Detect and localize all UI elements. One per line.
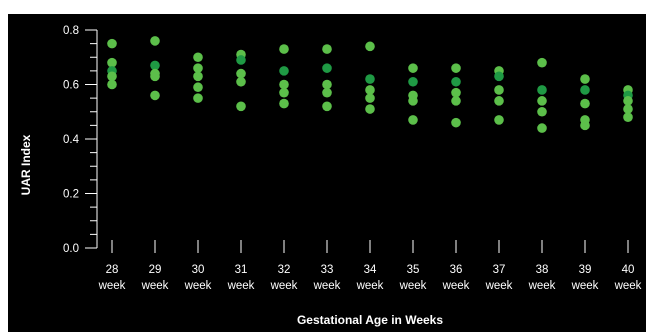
x-axis: 28 week 29 week 30 week 31 week 32 week 33 week 34 we… <box>98 240 642 292</box>
y-tick-label: 0.6 <box>63 80 79 92</box>
y-tick-label: 0.2 <box>63 189 79 201</box>
data-point <box>408 76 418 87</box>
data-point <box>236 68 246 79</box>
x-tick-label-unit: week <box>227 280 255 292</box>
data-point <box>236 76 246 87</box>
data-point <box>279 44 289 54</box>
frame-border-top <box>0 0 646 14</box>
x-tick-label-number: 35 <box>407 264 420 276</box>
data-point <box>107 79 117 90</box>
x-tick-label-number: 37 <box>493 264 506 276</box>
data-point <box>193 82 203 93</box>
data-point <box>279 66 289 76</box>
data-point <box>322 87 332 98</box>
data-point <box>623 96 633 106</box>
data-point <box>279 98 289 109</box>
y-axis-title: UAR Index <box>19 134 33 195</box>
data-point <box>365 41 375 52</box>
data-point <box>537 106 547 117</box>
data-point <box>365 93 375 103</box>
x-tick-label-number: 38 <box>536 264 549 276</box>
data-points <box>107 36 633 133</box>
data-point <box>537 96 547 106</box>
data-point <box>623 104 633 114</box>
data-point <box>322 101 332 112</box>
data-point <box>580 74 590 84</box>
data-point <box>580 120 590 131</box>
data-point <box>537 85 547 95</box>
x-tick-label-unit: week <box>313 280 341 292</box>
data-point <box>494 85 504 95</box>
x-tick-label-unit: week <box>98 280 126 292</box>
x-tick-label-number: 29 <box>149 264 162 276</box>
data-point <box>150 90 160 101</box>
data-point <box>537 57 547 68</box>
x-tick-label-unit: week <box>442 280 470 292</box>
data-point <box>623 112 633 122</box>
x-tick-label-unit: week <box>485 280 513 292</box>
x-tick-label-unit: week <box>614 280 642 292</box>
data-point <box>365 74 375 84</box>
data-point <box>451 63 461 73</box>
data-point <box>279 87 289 98</box>
x-tick-label-number: 40 <box>622 264 635 276</box>
data-point <box>408 96 418 106</box>
data-point <box>322 44 332 54</box>
data-point <box>193 93 203 103</box>
y-tick-label: 0.0 <box>63 243 79 255</box>
data-point <box>451 76 461 87</box>
data-point <box>322 79 332 90</box>
data-point <box>322 63 332 73</box>
x-tick-label-number: 39 <box>579 264 592 276</box>
data-point <box>150 60 160 71</box>
data-point <box>451 96 461 106</box>
data-point <box>150 71 160 82</box>
x-tick-label-number: 32 <box>278 264 291 276</box>
x-tick-label-number: 28 <box>106 264 119 276</box>
data-point <box>580 85 590 95</box>
data-point <box>365 104 375 114</box>
x-tick-label-unit: week <box>528 280 556 292</box>
data-point <box>580 98 590 109</box>
x-tick-label-unit: week <box>184 280 212 292</box>
data-point <box>279 79 289 90</box>
data-point <box>150 36 160 46</box>
x-tick-label-number: 33 <box>321 264 334 276</box>
data-point <box>451 87 461 98</box>
x-tick-label-unit: week <box>399 280 427 292</box>
data-point <box>365 85 375 95</box>
data-point <box>193 63 203 73</box>
data-point <box>107 71 117 82</box>
data-point <box>193 71 203 82</box>
x-tick-label-number: 30 <box>192 264 205 276</box>
data-point <box>451 117 461 128</box>
data-point <box>408 63 418 73</box>
y-axis: 0.0 0.2 0.4 0.6 0.8 <box>63 25 98 255</box>
data-point <box>107 38 117 49</box>
frame-border-left <box>0 0 8 332</box>
data-point <box>408 115 418 125</box>
data-point <box>107 57 117 68</box>
data-point <box>236 101 246 112</box>
y-tick-label: 0.8 <box>63 25 79 37</box>
x-tick-label-unit: week <box>356 280 384 292</box>
x-tick-label-unit: week <box>270 280 298 292</box>
data-point <box>537 123 547 133</box>
data-point <box>193 52 203 63</box>
data-point <box>236 55 246 65</box>
y-tick-label: 0.4 <box>63 134 80 146</box>
x-tick-label-number: 31 <box>235 264 248 276</box>
data-point <box>494 96 504 106</box>
x-axis-title: Gestational Age in Weeks <box>297 313 443 327</box>
x-tick-label-number: 34 <box>364 264 377 276</box>
x-tick-label-unit: week <box>141 280 169 292</box>
data-point <box>494 71 504 82</box>
data-point <box>494 115 504 125</box>
x-tick-label-number: 36 <box>450 264 463 276</box>
x-tick-label-unit: week <box>571 280 599 292</box>
